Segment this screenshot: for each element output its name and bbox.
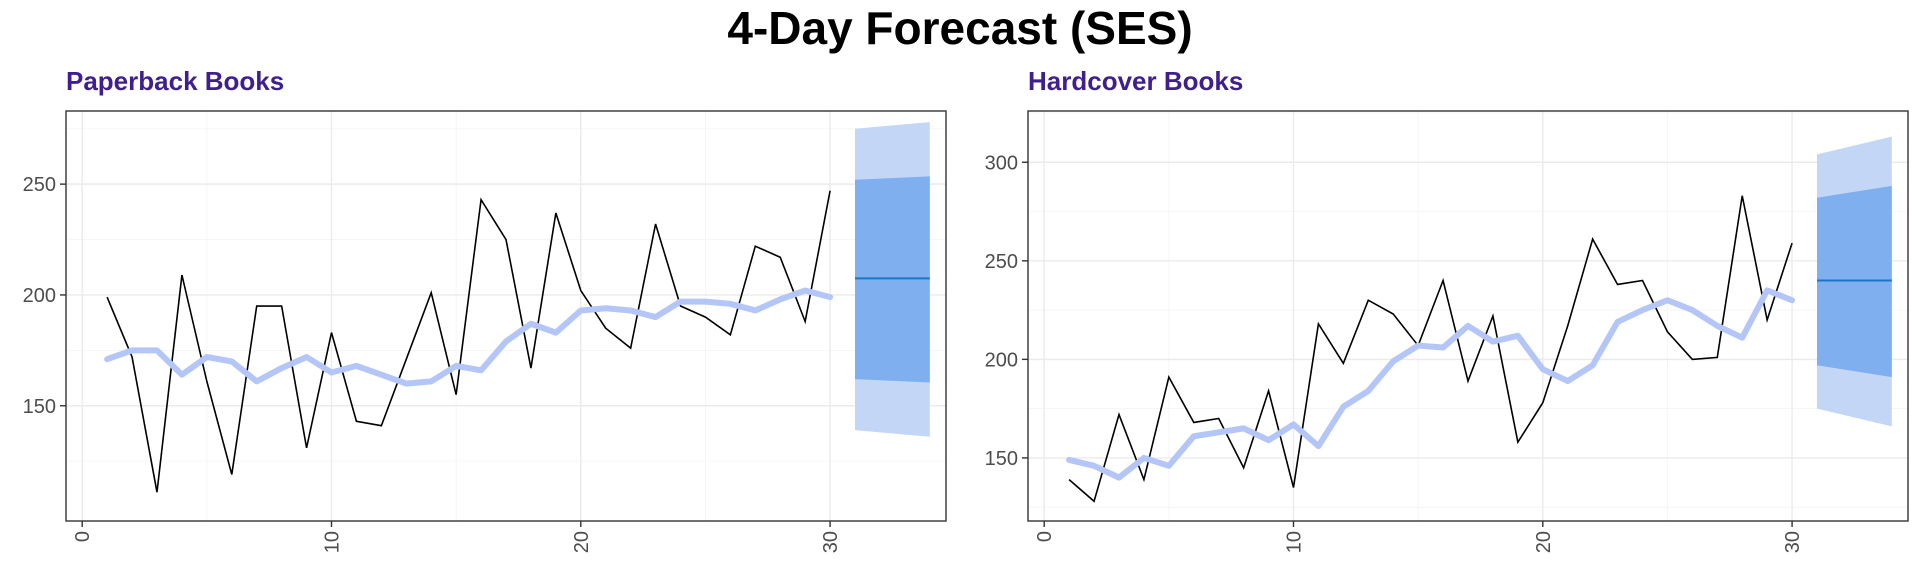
x-tick-label: 10	[321, 531, 343, 553]
forecast-band-80	[855, 176, 930, 383]
actual-line	[106, 190, 831, 493]
panel-paperback-books: Paperback Books 150 200 250 0 10 20 30	[23, 66, 947, 553]
plot-frame	[1027, 110, 1909, 522]
panel-title: Paperback Books	[66, 66, 284, 96]
x-tick-label: 10	[1283, 531, 1305, 553]
y-tick-label: 200	[23, 285, 56, 307]
actual-line	[1068, 195, 1793, 503]
plot-frame	[65, 110, 947, 522]
panel-hardcover-books: Hardcover Books 150 200 250 300 0 10 20 30	[985, 66, 1909, 553]
y-tick-label: 250	[23, 174, 56, 196]
fitted-line	[1066, 287, 1796, 481]
x-tick-label: 20	[571, 531, 593, 553]
y-tick-label: 200	[985, 349, 1018, 371]
y-tick-label: 150	[23, 396, 56, 418]
panel-title: Hardcover Books	[1028, 66, 1243, 96]
x-tick-label: 20	[1533, 531, 1555, 553]
y-tick-label: 250	[985, 251, 1018, 273]
y-tick-label: 300	[985, 152, 1018, 174]
fitted-line	[104, 287, 834, 387]
y-tick-label: 150	[985, 448, 1018, 470]
x-tick-label: 30	[820, 531, 842, 553]
figure-title: 4-Day Forecast (SES)	[727, 2, 1192, 54]
x-tick-label: 30	[1782, 531, 1804, 553]
x-tick-label: 0	[72, 531, 94, 542]
x-tick-label: 0	[1034, 531, 1056, 542]
